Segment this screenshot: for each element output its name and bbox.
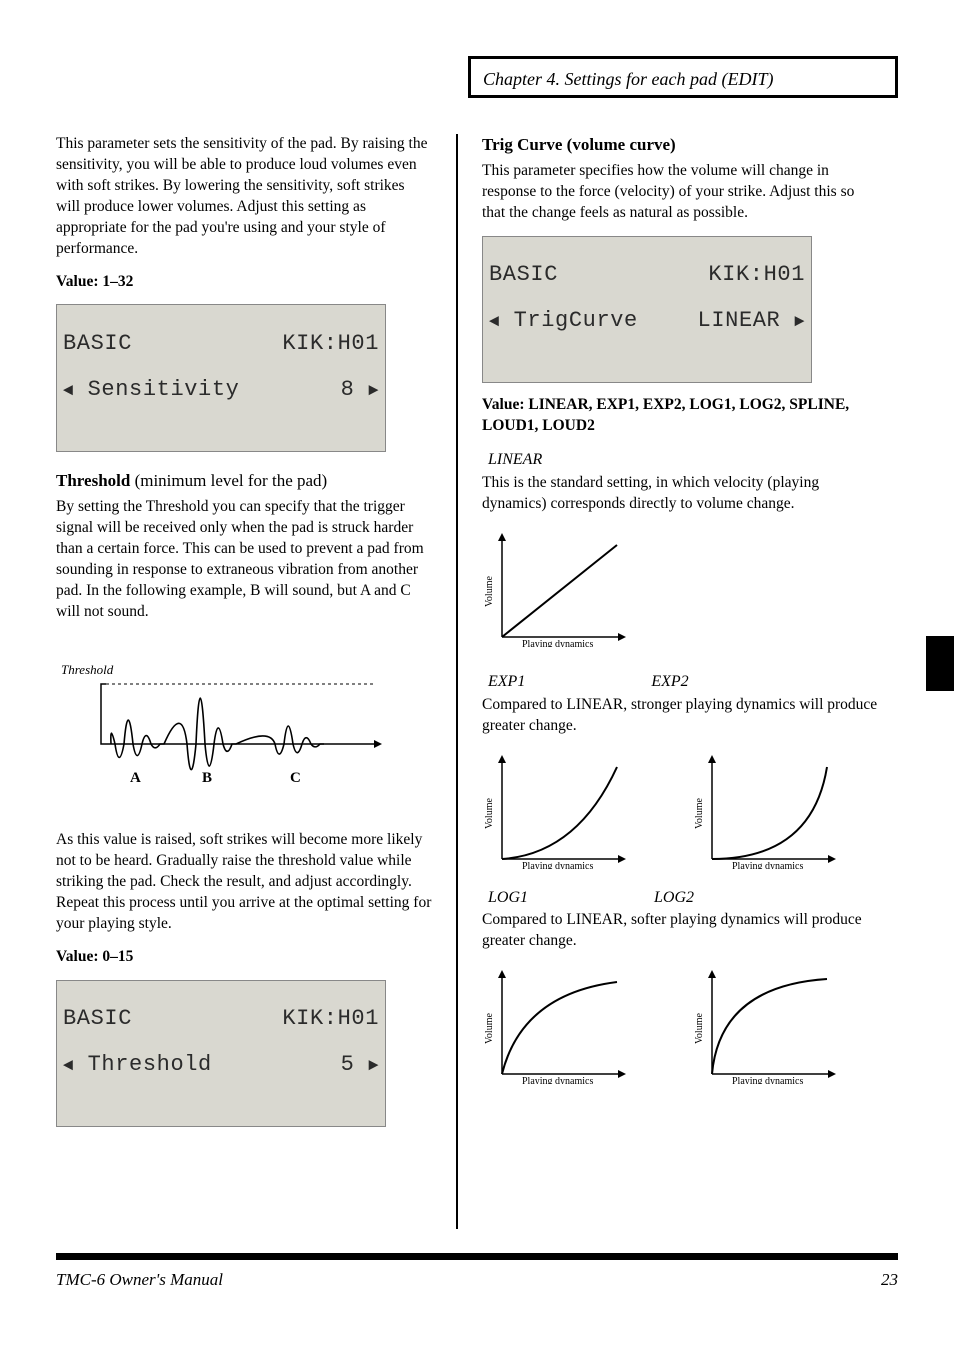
svg-text:Playing dynamics: Playing dynamics <box>732 1076 803 1084</box>
threshold-value-range: Value: 0–15 <box>56 947 432 968</box>
chapter-header-box: Chapter 4. Settings for each pad (EDIT) <box>468 56 898 98</box>
page-footer: TMC-6 Owner's Manual 23 <box>56 1269 898 1292</box>
svg-text:Volume: Volume <box>484 797 495 828</box>
svg-text:Volume: Volume <box>694 1012 705 1043</box>
lcd-arrow-left-icon: ◄ <box>63 382 74 401</box>
svg-text:Playing dynamics: Playing dynamics <box>522 861 593 869</box>
log-desc: Compared to LINEAR, softer playing dynam… <box>482 910 878 952</box>
curve-exp1: Volume Playing dynamics <box>482 749 632 869</box>
footer-title: TMC-6 Owner's Manual <box>56 1269 223 1292</box>
footer-rule <box>56 1253 898 1260</box>
lcd-top-left: BASIC <box>489 263 558 286</box>
lcd-top-right: KIK:H01 <box>282 1007 379 1030</box>
lcd-param-label: TrigCurve <box>514 308 638 333</box>
lcd-threshold: BASIC KIK:H01 ◄ Threshold 5 ► <box>56 980 386 1128</box>
trigcurve-heading: Trig Curve (volume curve) <box>482 134 878 157</box>
lcd-arrow-right-icon: ► <box>794 313 805 332</box>
svg-text:C: C <box>290 770 301 786</box>
svg-text:A: A <box>130 770 141 786</box>
curve-caption-log2: LOG2 <box>654 887 694 909</box>
threshold-heading: Threshold (minimum level for the pad) <box>56 470 432 493</box>
lcd-trigcurve: BASIC KIK:H01 ◄ TrigCurve LINEAR ► <box>482 236 812 384</box>
sensitivity-value-range: Value: 1–32 <box>56 272 432 293</box>
svg-text:Volume: Volume <box>484 575 495 606</box>
svg-text:Playing dynamics: Playing dynamics <box>732 861 803 869</box>
threshold-wave-diagram: Threshold A B C <box>56 634 432 816</box>
svg-text:Playing dynamics: Playing dynamics <box>522 639 593 647</box>
curve-caption-exp2: EXP2 <box>651 671 688 693</box>
curve-log1: Volume Playing dynamics <box>482 964 632 1084</box>
lcd-arrow-left-icon: ◄ <box>63 1057 74 1076</box>
threshold-desc-2: As this value is raised, soft strikes wi… <box>56 830 432 935</box>
curve-linear: Volume Playing dynamics <box>482 527 632 647</box>
left-column: This parameter sets the sensitivity of t… <box>56 134 456 1229</box>
exp-desc: Compared to LINEAR, stronger playing dyn… <box>482 695 878 737</box>
svg-text:Volume: Volume <box>484 1012 495 1043</box>
trigcurve-values: Value: LINEAR, EXP1, EXP2, LOG1, LOG2, S… <box>482 395 878 437</box>
lcd-top-left: BASIC <box>63 1007 132 1030</box>
lcd-param-value: LINEAR <box>698 308 781 333</box>
svg-text:Playing dynamics: Playing dynamics <box>522 1076 593 1084</box>
page-number: 23 <box>881 1269 898 1292</box>
curve-log2: Volume Playing dynamics <box>692 964 842 1084</box>
lcd-sensitivity: BASIC KIK:H01 ◄ Sensitivity 8 ► <box>56 304 386 452</box>
lcd-top-right: KIK:H01 <box>282 332 379 355</box>
sensitivity-desc: This parameter sets the sensitivity of t… <box>56 134 432 260</box>
lcd-param-value: 8 <box>341 377 355 402</box>
chapter-title: Chapter 4. Settings for each pad (EDIT) <box>471 59 895 99</box>
svg-text:B: B <box>202 770 212 786</box>
lcd-arrow-right-icon: ► <box>368 382 379 401</box>
threshold-desc: By setting the Threshold you can specify… <box>56 497 432 623</box>
lcd-param-value: 5 <box>341 1052 355 1077</box>
curve-caption-linear: LINEAR <box>488 449 878 471</box>
lcd-arrow-right-icon: ► <box>368 1057 379 1076</box>
lcd-top-right: KIK:H01 <box>708 263 805 286</box>
lcd-param-label: Threshold <box>88 1052 212 1077</box>
linear-desc: This is the standard setting, in which v… <box>482 473 878 515</box>
lcd-arrow-left-icon: ◄ <box>489 313 500 332</box>
curve-caption-log1: LOG1 <box>488 887 528 909</box>
svg-text:Volume: Volume <box>694 797 705 828</box>
lcd-top-left: BASIC <box>63 332 132 355</box>
lcd-param-label: Sensitivity <box>88 377 240 402</box>
svg-text:Threshold: Threshold <box>61 662 114 677</box>
trigcurve-desc: This parameter specifies how the volume … <box>482 161 878 224</box>
right-column: Trig Curve (volume curve) This parameter… <box>458 134 878 1229</box>
thumb-tab <box>926 636 954 691</box>
curve-exp2: Volume Playing dynamics <box>692 749 842 869</box>
curve-caption-exp1: EXP1 <box>488 671 525 693</box>
